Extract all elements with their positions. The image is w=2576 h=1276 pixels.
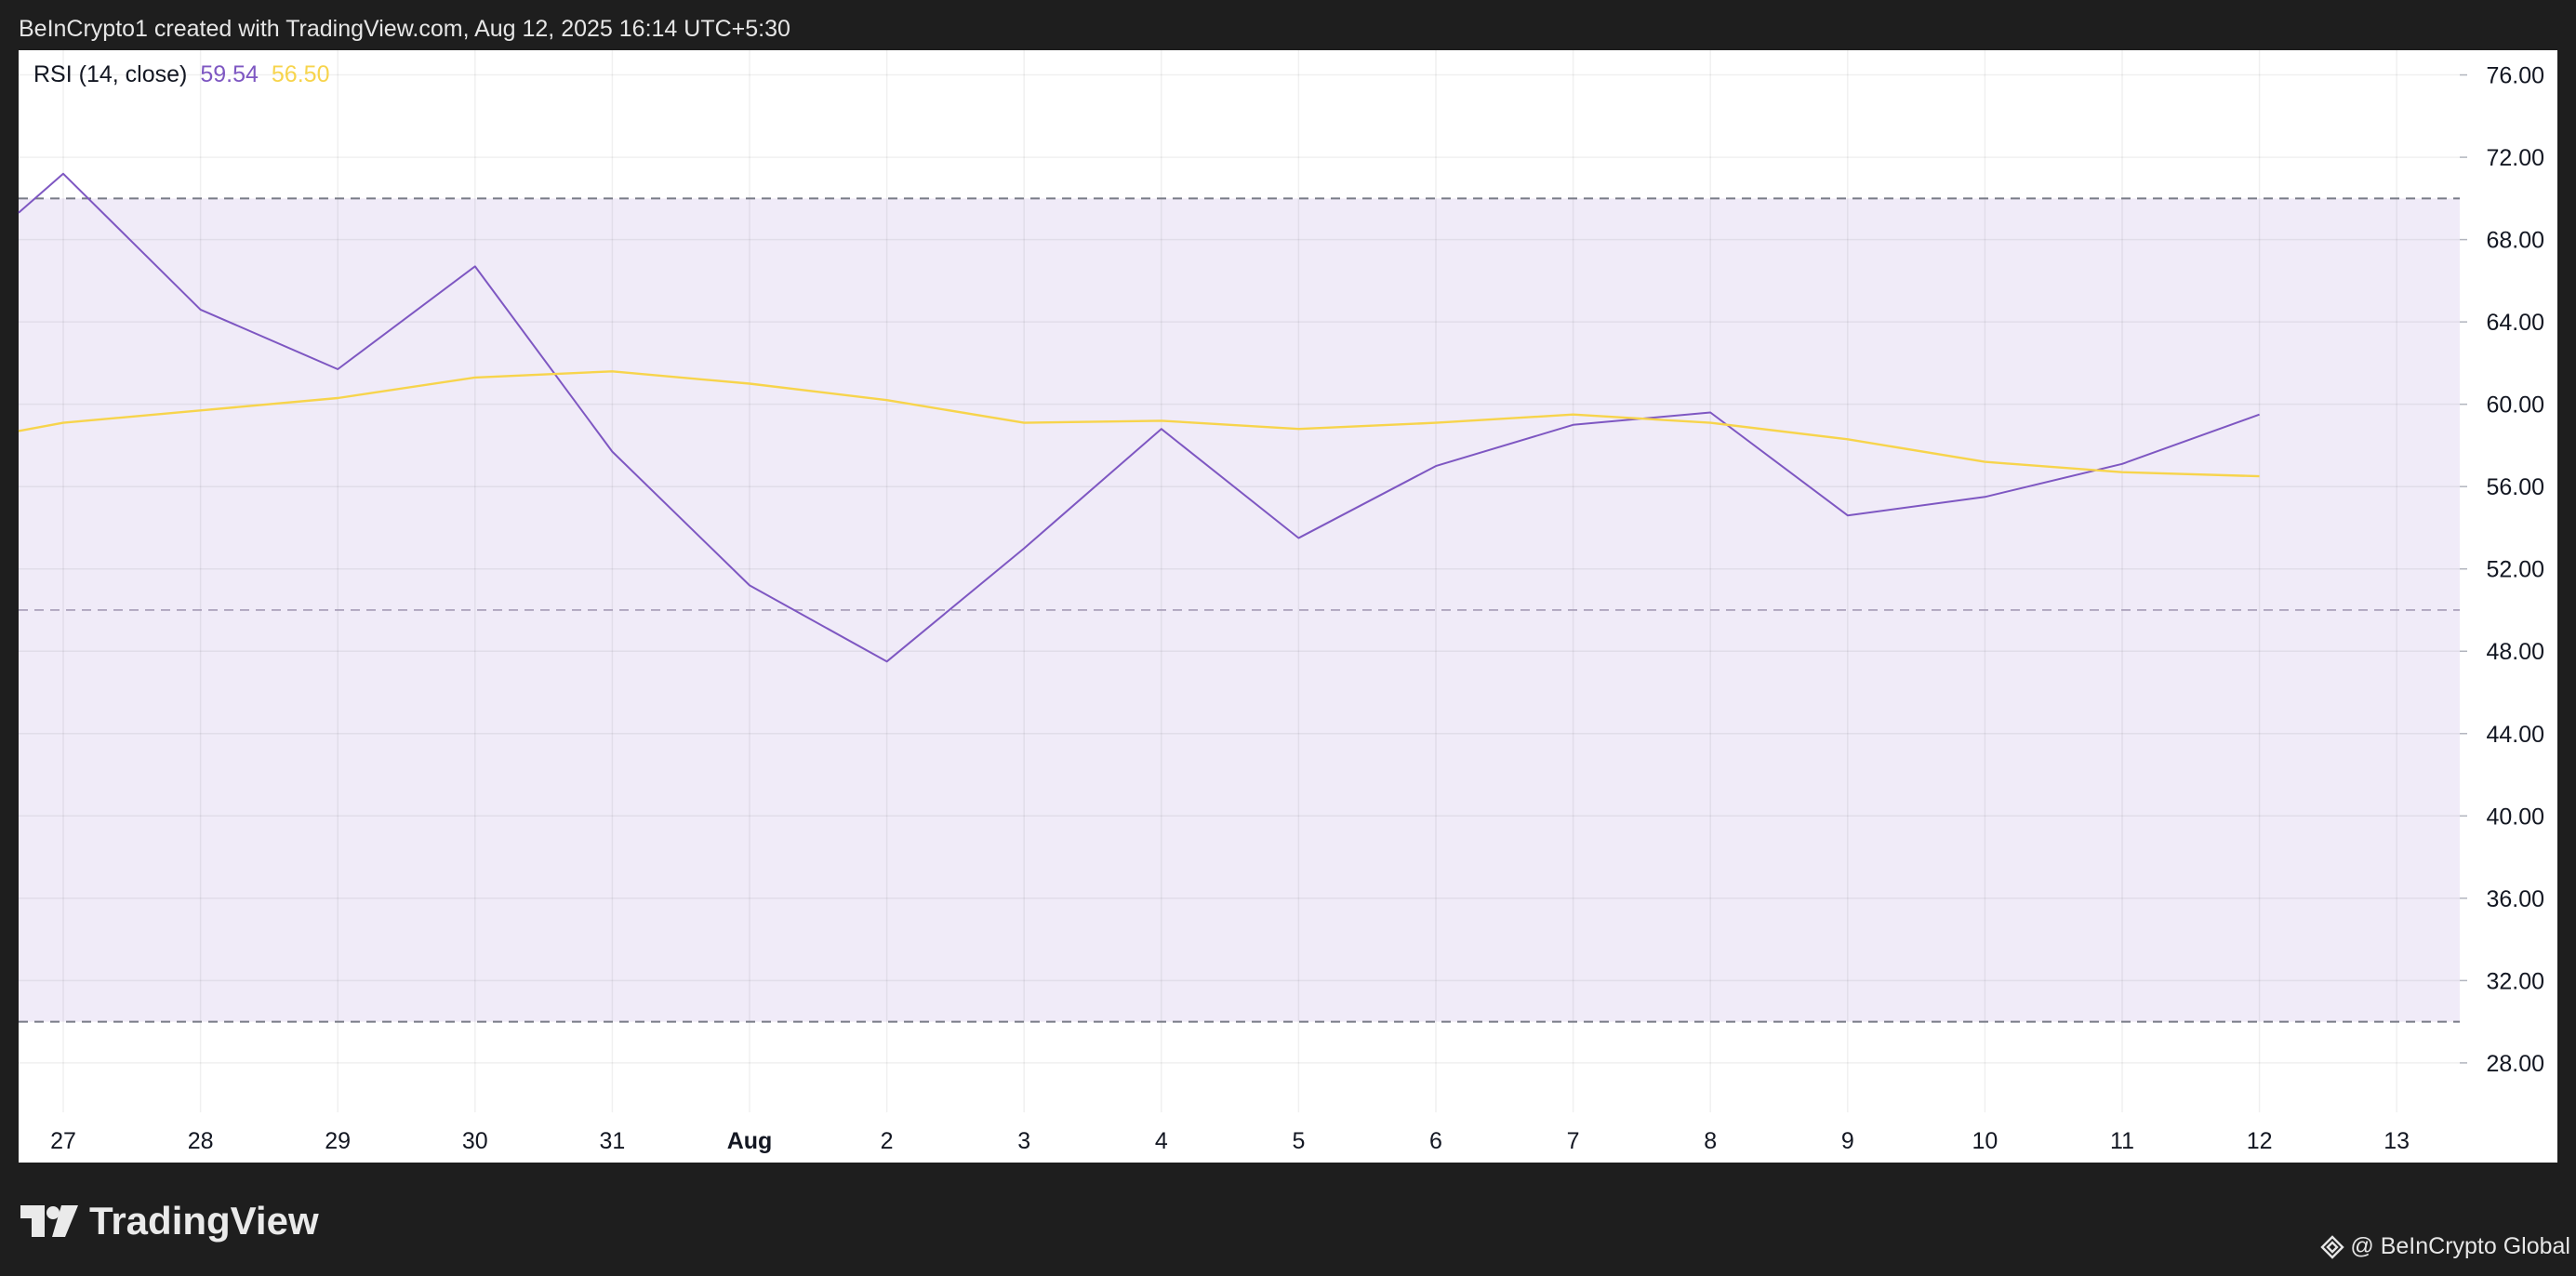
brand-name: TradingView xyxy=(89,1199,319,1243)
y-tick-label-68: 68.00 xyxy=(2486,228,2544,254)
y-tick-label-40: 40.00 xyxy=(2486,804,2544,830)
x-tick-label-8: 8 xyxy=(1704,1128,1717,1154)
grid-layer xyxy=(19,50,2460,1112)
chart-header: BeInCrypto1 created with TradingView.com… xyxy=(19,16,790,42)
y-axis-panel xyxy=(2460,50,2557,1163)
rsi-line xyxy=(18,172,2260,663)
credit-text: @ BeInCrypto Global xyxy=(2350,1233,2570,1259)
series-layer xyxy=(18,172,2260,663)
legend-ma-value: 56.50 xyxy=(271,61,330,87)
binance-diamond-icon xyxy=(2320,1234,2345,1259)
x-tick-label-13: 13 xyxy=(2383,1128,2410,1154)
x-tick-label-2: 2 xyxy=(881,1128,894,1154)
x-tick-label-3: 3 xyxy=(1017,1128,1030,1154)
y-tick-label-72: 72.00 xyxy=(2486,145,2544,171)
legend-indicator-label: RSI (14, close) xyxy=(33,61,188,87)
x-tick-label-11: 11 xyxy=(2110,1128,2134,1154)
x-tick-label-5: 5 xyxy=(1292,1128,1305,1154)
x-tick-label-29: 29 xyxy=(325,1128,351,1154)
x-axis: 27 28 29 30 31 Aug 2 3 4 5 6 7 8 9 10 11 12 13 xyxy=(50,1128,2410,1154)
y-tick-label-52: 52.00 xyxy=(2486,557,2544,583)
level-lines-layer xyxy=(19,197,2460,1023)
tradingview-logo-icon xyxy=(20,1205,78,1237)
y-tick-label-76: 76.00 xyxy=(2486,63,2544,89)
y-tick-label-32: 32.00 xyxy=(2486,968,2544,994)
y-tick-label-36: 36.00 xyxy=(2486,886,2544,912)
x-tick-label-7: 7 xyxy=(1567,1128,1580,1154)
x-tick-label-28: 28 xyxy=(188,1128,214,1154)
x-tick-label-Aug: Aug xyxy=(727,1128,773,1154)
tradingview-brand[interactable]: TradingView xyxy=(20,1199,319,1243)
y-axis[interactable]: 28.00 32.00 36.00 40.00 44.00 48.00 52.00 56.00… xyxy=(2460,50,2557,1163)
rsi-ma-line xyxy=(18,370,2260,478)
y-tick-label-44: 44.00 xyxy=(2486,722,2544,748)
x-tick-label-30: 30 xyxy=(462,1128,488,1154)
x-tick-label-31: 31 xyxy=(599,1128,625,1154)
credit-watermark: @ BeInCrypto Global xyxy=(2320,1233,2570,1260)
y-tick-label-64: 64.00 xyxy=(2486,310,2544,336)
chart-legend[interactable]: RSI (14, close) 59.54 56.50 xyxy=(33,61,329,88)
y-tick-label-60: 60.00 xyxy=(2486,392,2544,419)
x-tick-label-6: 6 xyxy=(1429,1128,1442,1154)
x-tick-label-12: 12 xyxy=(2247,1128,2273,1154)
y-tick-label-48: 48.00 xyxy=(2486,639,2544,665)
x-tick-label-4: 4 xyxy=(1155,1128,1168,1154)
x-tick-label-10: 10 xyxy=(1972,1128,1998,1154)
x-tick-label-9: 9 xyxy=(1841,1128,1854,1154)
y-tick-label-28: 28.00 xyxy=(2486,1051,2544,1077)
x-tick-label-27: 27 xyxy=(50,1128,76,1154)
y-tick-label-56: 56.00 xyxy=(2486,474,2544,500)
legend-rsi-value: 59.54 xyxy=(200,61,259,87)
